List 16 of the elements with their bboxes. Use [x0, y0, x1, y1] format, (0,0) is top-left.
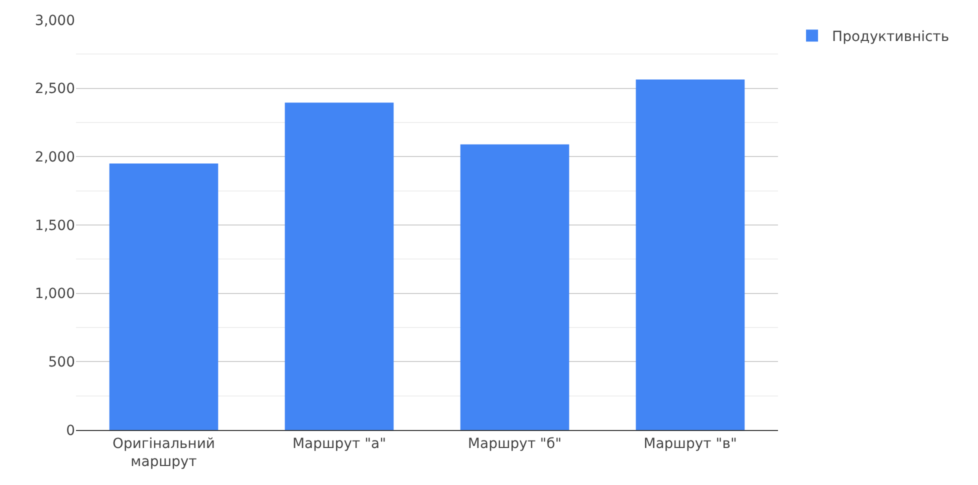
y-tick-label: 3,000	[34, 12, 75, 29]
bar	[460, 144, 570, 430]
y-tick-label: 1,000	[34, 286, 75, 302]
y-tick-label: 2,500	[34, 81, 75, 98]
x-tick-label: Маршрут "в"	[644, 436, 737, 452]
bar	[284, 102, 394, 430]
y-tick-label: 0	[66, 422, 75, 439]
x-tick-label: Оригінальний маршрут	[112, 436, 216, 470]
bar	[109, 164, 218, 430]
y-tick-label: 2,000	[34, 150, 75, 166]
x-tick-label: Маршрут "а"	[292, 436, 386, 452]
x-tick-label: Маршрут "б"	[468, 436, 562, 452]
y-tick-label: 1,500	[34, 218, 75, 234]
bar	[636, 79, 745, 430]
y-tick-label: 500	[48, 354, 75, 371]
legend-label: Продуктивність	[832, 29, 950, 46]
